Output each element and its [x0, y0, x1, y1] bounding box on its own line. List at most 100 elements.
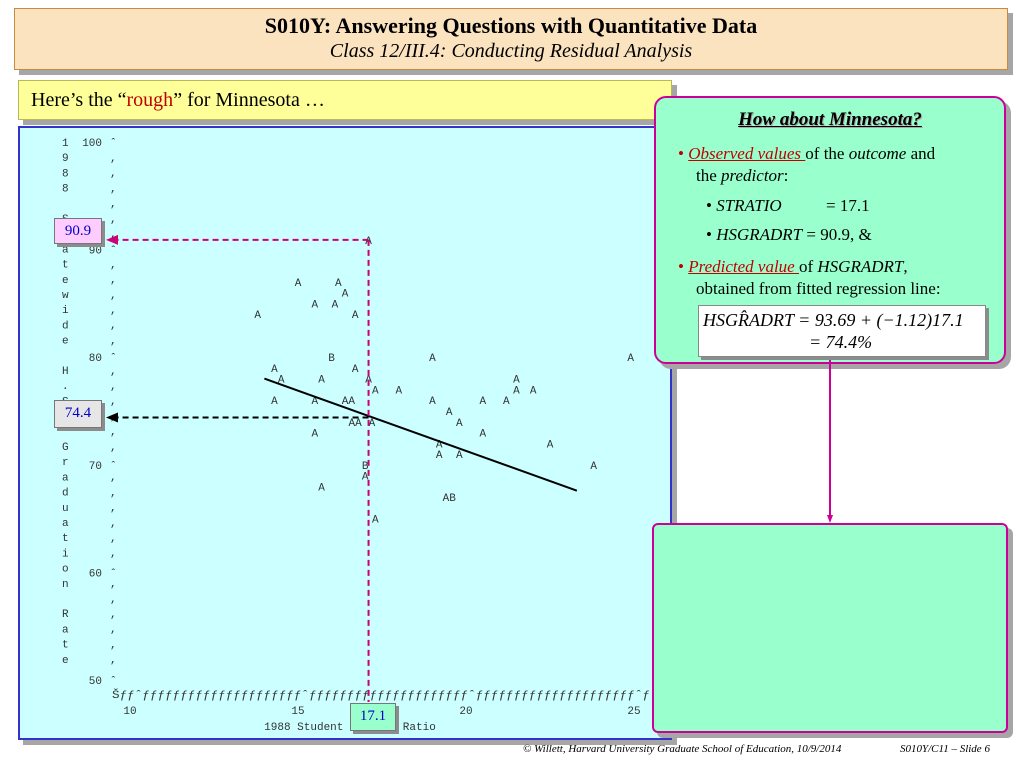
- y-axis-rule: ,: [110, 229, 117, 241]
- data-point: A: [395, 385, 402, 397]
- y-axis-label-char: u: [62, 503, 69, 515]
- bullet-dot-2: •: [678, 257, 684, 276]
- y-axis-rule: ,: [110, 335, 117, 347]
- y-axis-rule: ,: [110, 305, 117, 317]
- predictor-term: predictor: [721, 166, 784, 185]
- y-axis-rule: ,: [110, 168, 117, 180]
- y-tick-mark: ˆ: [110, 137, 117, 150]
- x-axis-rule: Šƒƒˆƒƒƒƒƒƒƒƒƒƒƒƒƒƒƒƒƒƒƒƒƒˆƒƒƒƒƒƒƒƒƒƒƒƒƒƒ…: [112, 688, 650, 702]
- bullet1-rest: of the: [805, 144, 849, 163]
- y-axis-label-char: a: [62, 472, 69, 484]
- y-axis-rule: ,: [110, 624, 117, 636]
- y-axis-ticks: 100 ˆ 90 ˆ 80 ˆ 70 ˆ 60 ˆ 50 ˆ,,,,,,,,,,,,,,,,,,,,,…: [82, 137, 116, 688]
- y-axis-label-char: w: [62, 290, 69, 302]
- data-point: A: [456, 418, 463, 430]
- y-tick-label: 60: [89, 568, 102, 580]
- y-axis-rule: ,: [110, 199, 117, 211]
- data-point: A: [372, 515, 379, 527]
- y-tick-mark: ˆ: [110, 460, 117, 473]
- y-axis-rule: ,: [110, 533, 117, 545]
- footer-slide-number: S010Y/C11 – Slide 6: [900, 743, 990, 755]
- y-axis-rule: ,: [110, 259, 117, 271]
- y-tick-label: 50: [89, 676, 102, 688]
- y-axis-label-char: d: [62, 320, 69, 332]
- data-point: A: [372, 385, 379, 397]
- y-tick-mark: ˆ: [110, 675, 117, 688]
- bullet2-comma: ,: [903, 257, 908, 276]
- data-point: AA: [349, 418, 363, 430]
- y-tick-mark: ˆ: [110, 245, 117, 258]
- y-axis-label-char: H: [62, 366, 69, 378]
- connector-arrow: [827, 360, 833, 523]
- data-point: A: [513, 375, 520, 387]
- y-axis-rule: ,: [110, 396, 117, 408]
- y-axis-label-char: 8: [62, 168, 69, 180]
- y-axis-label-char: t: [62, 533, 69, 545]
- title-banner: S010Y: Answering Questions with Quantita…: [14, 8, 1008, 70]
- data-point: A: [318, 375, 325, 387]
- intro-suffix: ” for Minnesota …: [173, 89, 325, 111]
- y-axis-label-char: 9: [62, 153, 69, 165]
- bullet-observed-line2: the predictor:: [696, 165, 788, 187]
- bullet1-colon: :: [783, 166, 789, 185]
- minnesota-panel: How about Minnesota? • Observed values o…: [654, 96, 1006, 364]
- data-point: A: [456, 450, 463, 462]
- data-point: A: [352, 310, 359, 322]
- y-tick-label: 70: [89, 461, 102, 473]
- y-axis-rule: ,: [110, 487, 117, 499]
- y-axis-rule: ,: [110, 579, 117, 591]
- bullet-observed: • Observed values of the outcome and: [678, 143, 935, 165]
- data-point: AA: [342, 396, 356, 408]
- data-point: A: [352, 364, 359, 376]
- data-point: A: [530, 385, 537, 397]
- data-point: A: [513, 385, 520, 397]
- data-point: A: [335, 278, 342, 290]
- predicted-value-link: Predicted value: [688, 257, 799, 276]
- data-point: A: [479, 429, 486, 441]
- observed-value-callout: 90.9: [54, 218, 102, 244]
- y-axis-rule: ,: [110, 655, 117, 667]
- hsgradrt-var: HSGRADRT: [716, 225, 803, 244]
- regression-line: [264, 377, 578, 492]
- data-point: A: [342, 289, 349, 301]
- intro-text: Here’s the “rough” for Minnesota …: [31, 89, 325, 112]
- data-point: A: [446, 407, 453, 419]
- data-point: A: [503, 396, 510, 408]
- data-point: A: [318, 482, 325, 494]
- x-axis: Šƒƒˆƒƒƒƒƒƒƒƒƒƒƒƒƒƒƒƒƒƒƒƒƒˆƒƒƒƒƒƒƒƒƒƒƒƒƒƒ…: [112, 688, 650, 734]
- stratio-value: = 17.1: [826, 196, 870, 215]
- data-point: A: [369, 418, 376, 430]
- observed-values-link: Observed values: [688, 144, 806, 163]
- y-axis-rule: ,: [110, 320, 117, 332]
- y-axis-label-char: n: [62, 579, 69, 591]
- y-axis-rule: ,: [110, 183, 117, 195]
- predicted-guide-arrowhead: [106, 412, 118, 423]
- y-axis-rule: ,: [110, 639, 117, 651]
- intro-banner: Here’s the “rough” for Minnesota …: [18, 80, 672, 120]
- y-axis-label-char: o: [62, 564, 69, 576]
- bullet2-var: HSGRADRT: [817, 257, 904, 276]
- y-axis-label-char: 1: [62, 138, 69, 150]
- y-axis-rule: ,: [110, 381, 117, 393]
- answer-panel: [652, 523, 1008, 733]
- y-axis-rule: ,: [110, 594, 117, 606]
- data-point: A: [311, 396, 318, 408]
- intro-prefix: Here’s the “: [31, 89, 127, 111]
- minnesota-heading: How about Minnesota?: [738, 109, 922, 130]
- x-tick-label: 15: [291, 706, 304, 718]
- y-axis-label-char: a: [62, 518, 69, 530]
- y-axis-label-char: e: [62, 655, 69, 667]
- y-axis-label-char: a: [62, 624, 69, 636]
- fitted-regression-line: [264, 377, 578, 492]
- y-axis-label-char: i: [62, 548, 69, 560]
- y-axis-label-char: 8: [62, 184, 69, 196]
- y-axis-rule: ,: [110, 275, 117, 287]
- y-tick-label: 100: [82, 138, 102, 150]
- y-axis-label-char: t: [62, 260, 69, 272]
- x-tick-label: 25: [627, 706, 640, 718]
- x-tick-label: 20: [459, 706, 472, 718]
- bullet2-line2: obtained from fitted regression line:: [696, 279, 941, 298]
- data-point: A: [271, 396, 278, 408]
- sub-bullet-hsgradrt: • HSGRADRT = 90.9, &: [706, 225, 872, 244]
